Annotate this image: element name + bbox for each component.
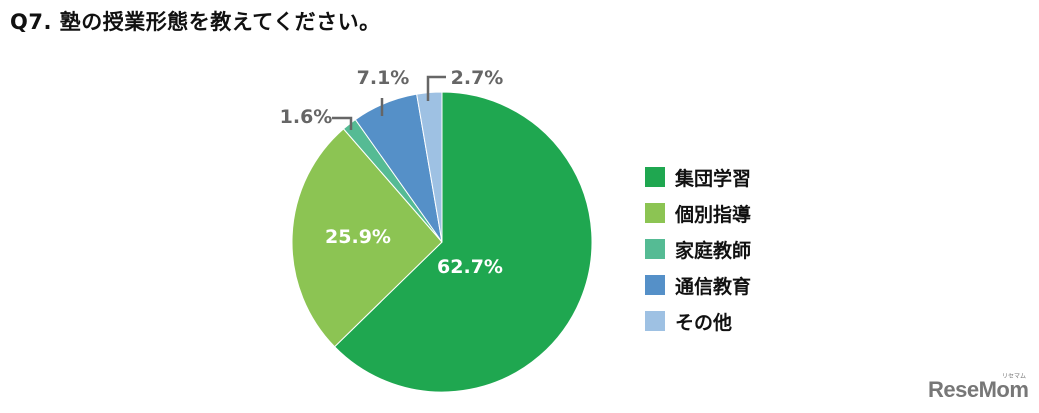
leader-lines xyxy=(332,75,446,130)
chart-title: Q7. 塾の授業形態を教えてください。 xyxy=(10,10,381,34)
leader-line-1-6 xyxy=(332,116,353,130)
legend-label: 集団学習 xyxy=(675,167,752,190)
legend-label: 個別指導 xyxy=(675,203,752,226)
pie-slice-4 xyxy=(416,91,443,243)
leader-line-2-7 xyxy=(426,75,446,101)
legend-swatch xyxy=(645,311,665,331)
legend-label: 通信教育 xyxy=(675,275,752,298)
label-1-6: 1.6% xyxy=(280,106,333,128)
legend-item-other: その他 xyxy=(645,303,751,339)
legend-swatch xyxy=(645,275,665,295)
legend-swatch xyxy=(645,167,665,187)
legend-swatch xyxy=(645,203,665,223)
logo-subtext: リセマム xyxy=(1002,373,1027,380)
legend-item-correspondence: 通信教育 xyxy=(645,267,751,303)
pie-slices xyxy=(291,91,593,393)
label-2-7: 2.7% xyxy=(451,67,504,89)
legend-label: その他 xyxy=(675,311,733,334)
legend-item-individual: 個別指導 xyxy=(645,195,751,231)
pie-slice-1 xyxy=(291,128,443,348)
legend: 集団学習 個別指導 家庭教師 通信教育 その他 xyxy=(645,159,751,339)
legend-item-group-study: 集団学習 xyxy=(645,159,751,195)
legend-swatch xyxy=(645,239,665,259)
legend-item-home-tutor: 家庭教師 xyxy=(645,231,751,267)
pie-slice-0 xyxy=(333,91,593,393)
label-62-7: 62.7% xyxy=(437,256,503,278)
legend-label: 家庭教師 xyxy=(675,239,752,262)
label-25-9: 25.9% xyxy=(325,226,391,248)
label-7-1: 7.1% xyxy=(357,67,410,89)
resemom-logo: ReseMom xyxy=(928,377,1029,402)
